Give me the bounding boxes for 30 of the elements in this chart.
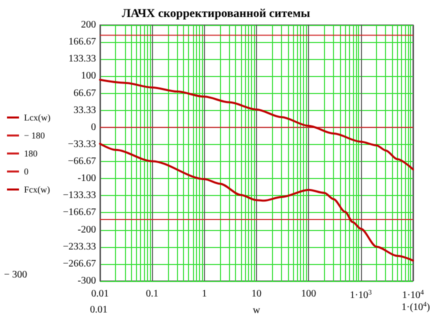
legend-label: 0 [24,166,29,176]
x-tick-label: 1 [202,288,207,300]
y-tick-label: 166.67 [68,36,96,48]
y-tick-label: −266.67 [62,258,96,270]
y-tick-label: −166.67 [62,207,96,218]
y-tick-label: 66.67 [74,88,96,99]
legend-label: 180 [24,148,38,158]
y-tick-label: −66.67 [68,156,96,168]
y-tick-label: −133.33 [62,190,96,202]
y-tick-label: -200 [78,224,96,236]
x-axis-title: w [252,304,261,316]
y-tick-label: 133.33 [68,54,96,65]
legend-label: − 180 [24,130,46,140]
text: 0.01 [90,304,108,316]
text: − 300 [4,270,28,280]
legend-label: Fcx(w) [24,184,50,194]
chart-title: ЛАЧХ скорректированной ситемы [122,6,311,20]
y-tick-label: 100 [81,70,96,82]
y-tick-label: -100 [78,173,96,184]
legend-label: Lcx(w) [24,112,50,122]
x-tick-label: 0.1 [146,288,158,300]
y-tick-label: −33.33 [68,138,96,150]
y-tick-label: -300 [78,276,96,286]
y-tick-label: 200 [81,20,96,30]
y-tick-label: −233.33 [62,241,96,252]
x-tick-label: 0.01 [91,288,109,300]
x-tick-label: 100 [301,288,316,300]
y-tick-label: 33.33 [74,104,96,116]
x-tick-label: 10 [252,288,262,300]
y-tick-label: 0 [91,122,96,133]
